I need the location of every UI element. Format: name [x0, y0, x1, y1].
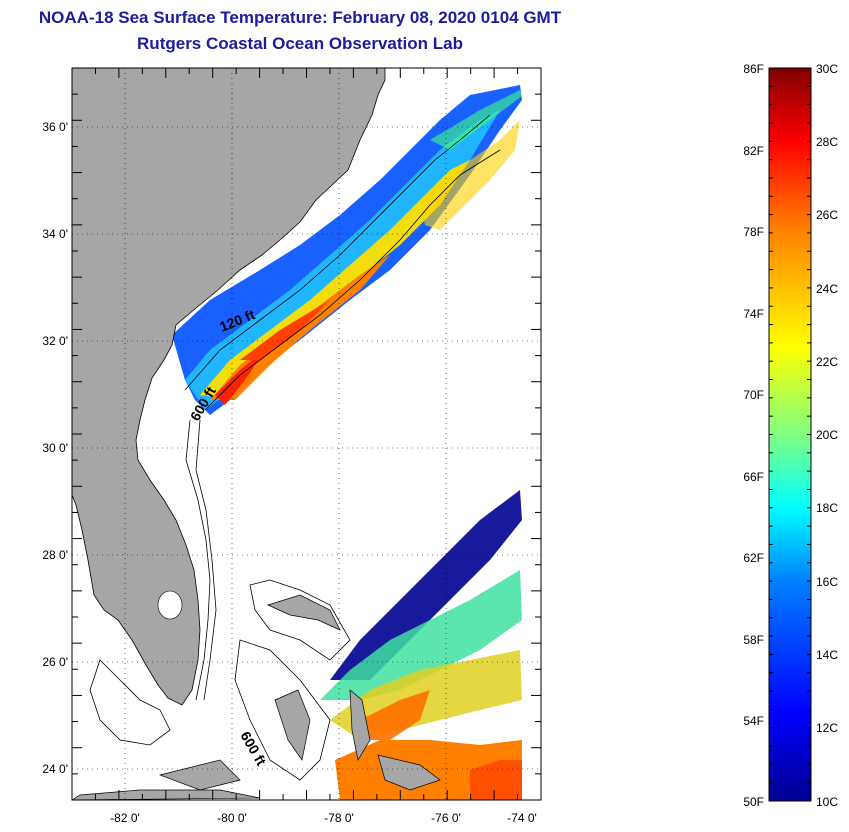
- lon-tick-label: -74 0': [507, 811, 537, 825]
- lat-tick-label: 30 0': [42, 441, 68, 455]
- grid-lines: [72, 68, 541, 800]
- lat-tick-label: 36 0': [42, 120, 68, 134]
- lat-tick-label: 24 0': [42, 762, 68, 776]
- lat-tick-label: 34 0': [42, 227, 68, 241]
- colorbar-c-label: 26C: [816, 208, 838, 222]
- colorbar-c-label: 18C: [816, 501, 838, 515]
- lat-tick-label: 32 0': [42, 334, 68, 348]
- bathymetry-contours: [89, 114, 501, 781]
- colorbar-f-label: 82F: [743, 144, 764, 158]
- lon-tick-label: -82 0': [110, 811, 140, 825]
- colorbar-c-label: 12C: [816, 721, 838, 735]
- colorbar-f-label: 70F: [743, 388, 764, 402]
- lon-tick-label: -76 0': [431, 811, 461, 825]
- sst-swath-south: [320, 490, 522, 800]
- colorbar-c-label: 16C: [816, 575, 838, 589]
- colorbar-c-label: 28C: [816, 135, 838, 149]
- land-mass: [72, 68, 386, 706]
- axis-ticks: [71, 67, 542, 801]
- colorbar-f-label: 74F: [743, 307, 764, 321]
- map-title: NOAA-18 Sea Surface Temperature: Februar…: [38, 8, 562, 27]
- lake-okeechobee: [157, 590, 183, 620]
- colorbar-c-label: 20C: [816, 428, 838, 442]
- colorbar-c-label: 30C: [816, 62, 838, 76]
- colorbar-c-label: 14C: [816, 648, 838, 662]
- latitude-axis: 36 0' 34 0' 32 0' 30 0' 28 0' 26 0' 24 0…: [42, 120, 68, 776]
- colorbar-c-label: 24C: [816, 282, 838, 296]
- lon-tick-label: -78 0': [324, 811, 354, 825]
- colorbar-f-label: 54F: [743, 714, 764, 728]
- colorbar-f-label: 58F: [743, 633, 764, 647]
- colorbar-f-label: 78F: [743, 225, 764, 239]
- colorbar-c-label: 22C: [816, 355, 838, 369]
- lon-tick-label: -80 0': [217, 811, 247, 825]
- colorbar-f-label: 86F: [743, 62, 764, 76]
- lat-tick-label: 26 0': [42, 655, 68, 669]
- colorbar-f-label: 62F: [743, 551, 764, 565]
- colorbar-c-label: 10C: [816, 795, 838, 809]
- colorbar-f-label: 66F: [743, 470, 764, 484]
- color-bar: 86F 82F 78F 74F 70F 66F 62F 58F 54F 50F …: [743, 62, 838, 809]
- color-bar-scale: [768, 67, 812, 802]
- lat-tick-label: 28 0': [42, 548, 68, 562]
- colorbar-f-label: 50F: [743, 795, 764, 809]
- longitude-axis: -82 0' -80 0' -78 0' -76 0' -74 0': [110, 811, 537, 825]
- map-subtitle: Rutgers Coastal Ocean Observation Lab: [137, 34, 463, 53]
